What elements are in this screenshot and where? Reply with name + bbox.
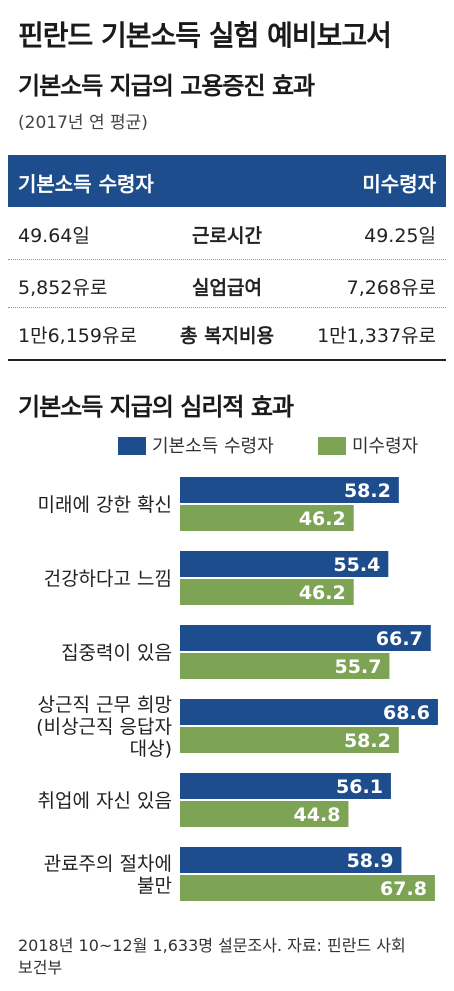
- category-label: 상근직 근무 희망: [38, 694, 172, 716]
- psych-bar-chart: 미래에 강한 확신 58.2 46.2 건강하다고 느낌 55.4 46.2 집중력이 있음…: [36, 477, 438, 901]
- category-label: 취업에 자신 있음: [38, 790, 172, 812]
- row-label: 실업급여: [192, 277, 262, 299]
- category-label: 집중력이 있음: [61, 642, 172, 664]
- row-non-recipient-value: 49.25일: [364, 225, 436, 247]
- legend-item-non-recipient: 미수령자: [318, 432, 418, 458]
- category-label: 대상): [130, 738, 172, 760]
- legend-swatch-recipient: [118, 437, 146, 455]
- category-label: (비상근직 응답자: [36, 716, 172, 738]
- row-recipient-value: 1만6,159유로: [18, 325, 137, 347]
- source-note: 2018년 10~12월 1,633명 설문조사. 자료: 핀란드 사회보건부: [18, 936, 406, 977]
- data-label: 46.2: [299, 508, 346, 530]
- bar-non-recipient: [180, 727, 399, 753]
- bar-recipient: [180, 773, 391, 799]
- bar-recipient: [180, 551, 389, 577]
- data-label: 44.8: [294, 804, 341, 826]
- table-row: 5,852유로 실업급여 7,268유로: [8, 259, 446, 311]
- row-divider: [8, 307, 446, 308]
- row-label: 총 복지비용: [179, 325, 274, 347]
- category-label: 관료주의 절차에: [44, 853, 172, 875]
- data-label: 56.1: [336, 776, 383, 798]
- employment-section-title: 기본소득 지급의 고용증진 효과: [18, 72, 315, 100]
- header-non-recipient: 미수령자: [362, 172, 436, 196]
- row-recipient-value: 5,852유로: [18, 277, 108, 299]
- bar-non-recipient: [180, 579, 354, 605]
- data-label: 55.4: [333, 554, 380, 576]
- legend-swatch-non-recipient: [318, 437, 346, 455]
- data-label: 58.9: [347, 850, 394, 872]
- row-label: 근로시간: [192, 225, 262, 247]
- table-row: 49.64일 근로시간 49.25일: [8, 207, 446, 259]
- table-row: 1만6,159유로 총 복지비용 1만1,337유로: [8, 307, 446, 359]
- category-label: 건강하다고 느낌: [44, 568, 172, 590]
- data-label: 46.2: [299, 582, 346, 604]
- bar-non-recipient: [180, 505, 354, 531]
- row-recipient-value: 49.64일: [18, 225, 90, 247]
- bar-recipient: [180, 477, 399, 503]
- bar-recipient: [180, 625, 431, 651]
- bar-recipient: [180, 847, 402, 873]
- row-non-recipient-value: 7,268유로: [346, 277, 436, 299]
- bar-recipient: [180, 699, 438, 725]
- bar-non-recipient: [180, 801, 349, 827]
- bar-non-recipient: [180, 653, 390, 679]
- page-title: 핀란드 기본소득 실험 예비보고서: [18, 19, 392, 52]
- legend-label-non-recipient: 미수령자: [352, 436, 419, 457]
- data-label: 58.2: [344, 480, 391, 502]
- data-label: 58.2: [344, 730, 391, 752]
- bar-non-recipient: [180, 875, 435, 901]
- table-bottom-rule: [8, 359, 446, 361]
- legend-item-recipient: 기본소득 수령자: [118, 432, 274, 458]
- psych-section-title: 기본소득 지급의 심리적 효과: [18, 393, 294, 421]
- employment-table-header: 기본소득 수령자 미수령자: [8, 155, 446, 207]
- row-divider: [8, 259, 446, 260]
- legend-label-recipient: 기본소득 수령자: [152, 436, 274, 457]
- data-label: 66.7: [376, 628, 423, 650]
- data-label: 67.8: [380, 878, 427, 900]
- category-label: 불만: [137, 875, 172, 897]
- data-label: 55.7: [335, 656, 382, 678]
- row-non-recipient-value: 1만1,337유로: [317, 325, 436, 347]
- employment-section-subtitle: (2017년 연 평균): [18, 113, 148, 133]
- data-label: 68.6: [383, 702, 430, 724]
- category-label: 미래에 강한 확신: [38, 494, 172, 516]
- header-recipient: 기본소득 수령자: [18, 172, 154, 196]
